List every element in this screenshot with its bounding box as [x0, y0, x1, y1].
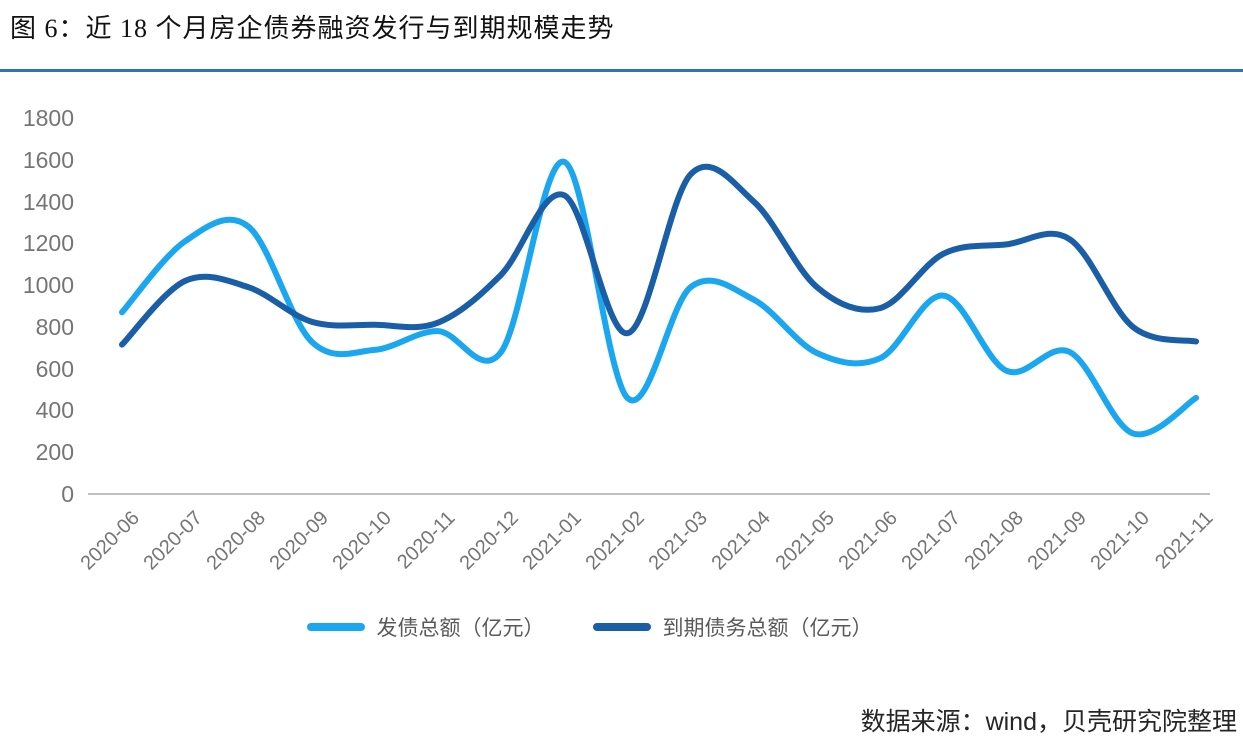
y-tick-label: 1000 [22, 272, 74, 299]
line-chart-svg [88, 158, 1210, 495]
y-tick-label: 1200 [22, 230, 74, 257]
legend-item-maturity[interactable]: 到期债务总额（亿元） [592, 612, 873, 642]
y-tick-label: 600 [35, 355, 74, 382]
y-tick-label: 400 [35, 397, 74, 424]
title-divider [0, 69, 1243, 72]
maturity-series-swatch [592, 623, 651, 631]
chart-area: 1800 1600 1400 1200 1000 800 600 400 200 0 2020-0… [0, 72, 1243, 632]
y-tick-label: 1800 [22, 105, 74, 131]
maturity-series-label: 到期债务总额（亿元） [662, 617, 873, 640]
legend: 发债总额（亿元） 到期债务总额（亿元） [0, 612, 1243, 642]
legend-item-issuance[interactable]: 发债总额（亿元） [306, 612, 545, 642]
figure-title: 图 6：近 18 个月房企债券融资发行与到期规模走势 [10, 14, 615, 43]
series-line-1 [119, 164, 1200, 348]
y-tick-label: 1600 [22, 146, 74, 173]
y-tick-label: 800 [35, 313, 74, 340]
issuance-series-label: 发债总额（亿元） [376, 617, 545, 640]
data-source: 数据来源：wind，贝壳研究院整理 [860, 708, 1237, 736]
y-tick-label: 1400 [22, 188, 74, 215]
y-tick-label: 200 [35, 439, 74, 466]
y-tick-label: 0 [61, 481, 74, 507]
issuance-series-swatch [306, 623, 365, 631]
series-line-0 [119, 158, 1200, 438]
